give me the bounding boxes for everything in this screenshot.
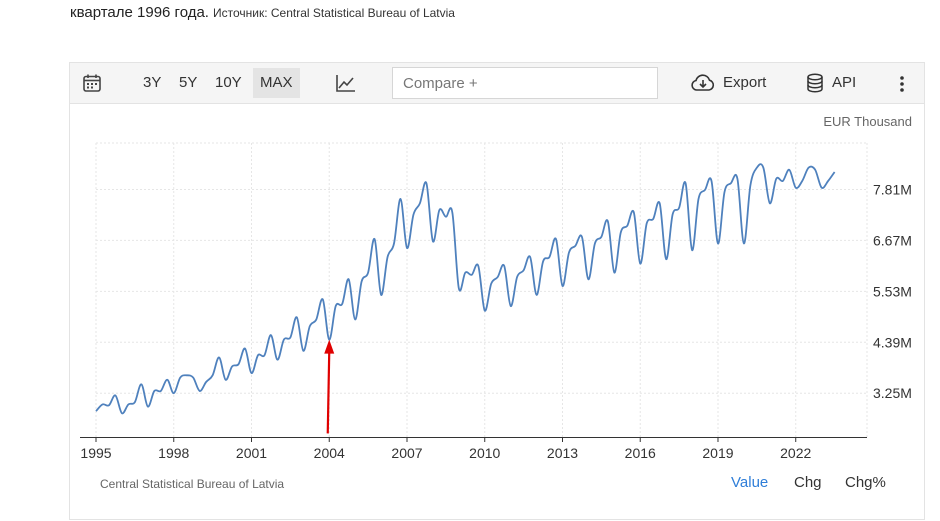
tab-chg[interactable]: Chg [794, 474, 822, 491]
api-label: API [832, 74, 857, 91]
x-tick-label: 2016 [625, 445, 656, 461]
chart-toolbar: 3Y 5Y 10Y MAX Export API [70, 63, 924, 104]
x-tick-label: 2001 [236, 445, 267, 461]
x-tick-label: 1995 [80, 445, 111, 461]
range-10y-button[interactable]: 10Y [215, 74, 242, 91]
tab-chg-pct[interactable]: Chg% [845, 474, 886, 491]
x-tick-label: 2004 [314, 445, 345, 461]
intro-text: квартале 1996 года. Источник: Central Sta… [70, 4, 455, 21]
calendar-icon[interactable] [82, 73, 102, 93]
x-tick-label: 2019 [702, 445, 733, 461]
line-chart: 3.25M 4.39M 5.53M 6.67M 7.81M 1995 1998 2001 200… [80, 142, 912, 461]
intro-source: Источник: Central Statistical Bureau of … [212, 6, 455, 20]
x-tick-label: 2010 [469, 445, 500, 461]
compare-input[interactable] [392, 67, 658, 99]
series-line-value [95, 163, 836, 415]
unit-label: EUR Thousand [823, 114, 912, 129]
x-tick-label: 2007 [391, 445, 422, 461]
annotation-arrow-shaft [326, 351, 331, 434]
intro-sentence: квартале 1996 года. [70, 4, 209, 21]
y-tick-label: 6.67M [873, 232, 912, 248]
footer-source: Central Statistical Bureau of Latvia [100, 477, 285, 491]
x-tick-label: 2022 [780, 445, 811, 461]
range-3y-button[interactable]: 3Y [143, 74, 162, 91]
x-tick-label: 1998 [158, 445, 189, 461]
range-5y-button[interactable]: 5Y [179, 74, 198, 91]
tab-value[interactable]: Value [731, 474, 769, 491]
chart-card: 3Y 5Y 10Y MAX Export API [69, 62, 925, 520]
annotation-arrow [324, 339, 335, 434]
y-tick-label: 4.39M [873, 334, 912, 350]
x-tick-label: 2013 [547, 445, 578, 461]
database-icon [807, 73, 823, 93]
vertical-dots-icon[interactable] [896, 75, 908, 93]
export-label: Export [723, 74, 767, 91]
cloud-download-icon [691, 74, 715, 91]
line-chart-icon[interactable] [336, 74, 356, 92]
y-tick-label: 3.25M [873, 385, 912, 401]
annotation-arrow-head [324, 339, 335, 354]
range-max-button[interactable]: MAX [253, 68, 300, 98]
y-tick-label: 5.53M [873, 283, 912, 299]
y-tick-label: 7.81M [873, 181, 912, 197]
